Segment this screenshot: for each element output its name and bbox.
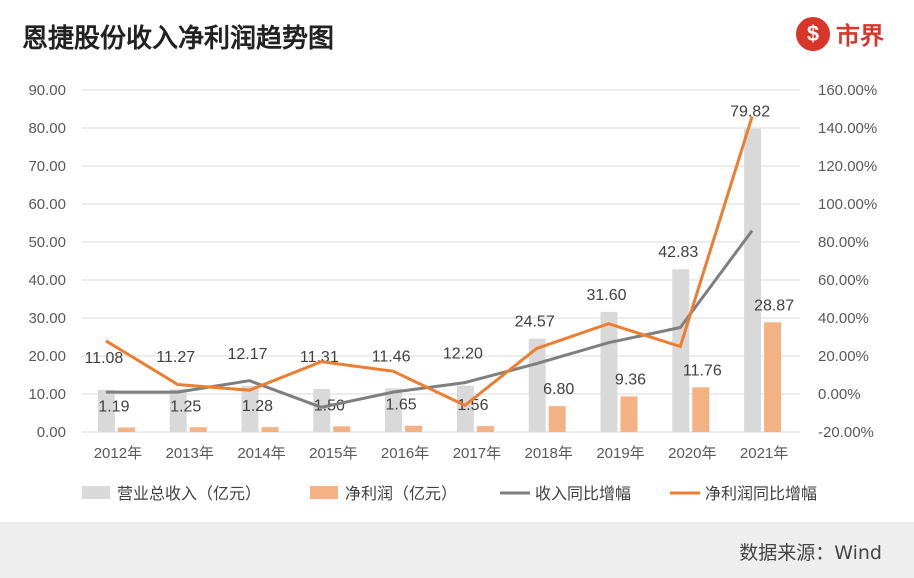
x-axis-tick: 2019年 bbox=[596, 445, 644, 462]
profit-bar bbox=[261, 427, 279, 432]
profit-bar bbox=[189, 427, 207, 432]
right-axis-tick: 80.00% bbox=[818, 234, 869, 251]
x-axis-tick: 2020年 bbox=[668, 445, 716, 462]
right-axis-tick: 100.00% bbox=[818, 196, 877, 213]
left-axis-tick: 50.00 bbox=[28, 234, 66, 251]
revenue-data-label: 11.08 bbox=[84, 350, 123, 367]
revenue-data-label: 24.57 bbox=[515, 314, 555, 331]
data-source: 数据来源：Wind bbox=[739, 542, 882, 564]
profit-bar bbox=[548, 406, 566, 432]
right-axis-tick: 20.00% bbox=[818, 348, 869, 365]
profit-growth-line bbox=[105, 116, 754, 408]
revenue-bar bbox=[456, 385, 474, 432]
profit-data-label: 6.80 bbox=[543, 381, 574, 398]
revenue-bar bbox=[169, 389, 187, 432]
revenue-data-label: 79.82 bbox=[730, 104, 770, 121]
right-axis-tick: 0.00% bbox=[818, 386, 861, 403]
revenue-bar bbox=[97, 389, 115, 432]
revenue-bar bbox=[385, 388, 403, 432]
legend-profit-swatch bbox=[310, 486, 338, 499]
profit-data-label: 1.28 bbox=[242, 398, 273, 415]
x-axis-tick: 2016年 bbox=[381, 445, 429, 462]
logo-text: 市界 bbox=[836, 22, 884, 50]
revenue-data-label: 42.83 bbox=[658, 244, 698, 261]
right-axis-tick: -20.00% bbox=[818, 424, 874, 441]
legend-profit-label: 净利润（亿元） bbox=[345, 485, 457, 503]
x-axis-tick: 2017年 bbox=[453, 445, 501, 462]
revenue-bar bbox=[313, 389, 331, 432]
left-axis-tick: 40.00 bbox=[28, 272, 66, 289]
profit-bar bbox=[405, 425, 423, 432]
x-axis-tick: 2013年 bbox=[166, 445, 214, 462]
legend-revenue-swatch bbox=[82, 486, 110, 499]
revenue-data-label: 12.17 bbox=[227, 346, 267, 363]
revenue-data-label: 11.27 bbox=[156, 349, 195, 366]
revenue-bar bbox=[672, 269, 690, 432]
profit-bar bbox=[476, 426, 494, 432]
logo: $ 市界 bbox=[796, 16, 884, 51]
x-axis-tick: 2014年 bbox=[237, 445, 285, 462]
chart-title: 恩捷股份收入净利润趋势图 bbox=[22, 24, 335, 54]
left-axis-tick: 60.00 bbox=[28, 196, 66, 213]
left-axis-tick: 10.00 bbox=[28, 386, 66, 403]
profit-bar bbox=[692, 387, 710, 432]
left-axis-tick: 90.00 bbox=[28, 82, 66, 99]
x-axis-tick: 2012年 bbox=[94, 445, 142, 462]
right-axis-tick: 160.00% bbox=[818, 82, 877, 99]
profit-data-label: 9.36 bbox=[615, 371, 646, 388]
legend-profit-growth-label: 净利润同比增幅 bbox=[705, 485, 817, 503]
footer: 数据来源：Wind bbox=[0, 522, 914, 578]
profit-bar bbox=[764, 322, 782, 432]
profit-bar bbox=[117, 427, 135, 432]
left-axis-tick: 80.00 bbox=[28, 120, 66, 137]
profit-data-label: 11.76 bbox=[683, 362, 722, 379]
revenue-data-label: 12.20 bbox=[443, 346, 483, 363]
left-axis-tick: 70.00 bbox=[28, 158, 66, 175]
left-axis-tick: 30.00 bbox=[28, 310, 66, 327]
revenue-bar bbox=[241, 385, 259, 432]
right-axis-tick: 140.00% bbox=[818, 120, 877, 137]
logo-icon: $ bbox=[796, 16, 830, 51]
revenue-bar bbox=[744, 128, 762, 432]
revenue-data-label: 31.60 bbox=[586, 287, 626, 304]
header: 恩捷股份收入净利润趋势图 $ 市界 bbox=[0, 0, 914, 70]
legend-revenue-label: 营业总收入（亿元） bbox=[117, 485, 261, 503]
x-axis-tick: 2018年 bbox=[525, 445, 573, 462]
legend-revenue-growth-label: 收入同比增幅 bbox=[535, 485, 631, 503]
x-axis-tick: 2021年 bbox=[740, 445, 788, 462]
profit-data-label: 1.19 bbox=[98, 398, 129, 415]
chart: 0.00 10.00 20.00 30.00 40.00 50.00 60.00 70.00 8… bbox=[28, 82, 877, 503]
profit-data-label: 1.25 bbox=[170, 398, 201, 415]
right-axis-tick: 60.00% bbox=[818, 272, 869, 289]
profit-bar bbox=[333, 426, 351, 432]
left-axis-tick: 0.00 bbox=[37, 424, 66, 441]
profit-data-label: 1.65 bbox=[386, 397, 417, 414]
profit-bar bbox=[620, 396, 638, 432]
profit-data-label: 1.56 bbox=[457, 397, 488, 414]
x-axis-tick: 2015年 bbox=[309, 445, 357, 462]
right-axis-tick: 120.00% bbox=[818, 158, 877, 175]
revenue-data-label: 11.46 bbox=[372, 348, 411, 365]
right-axis-tick: 40.00% bbox=[818, 310, 869, 327]
left-axis-tick: 20.00 bbox=[28, 348, 66, 365]
revenue-growth-line bbox=[105, 229, 754, 409]
profit-data-label: 28.87 bbox=[754, 297, 794, 314]
